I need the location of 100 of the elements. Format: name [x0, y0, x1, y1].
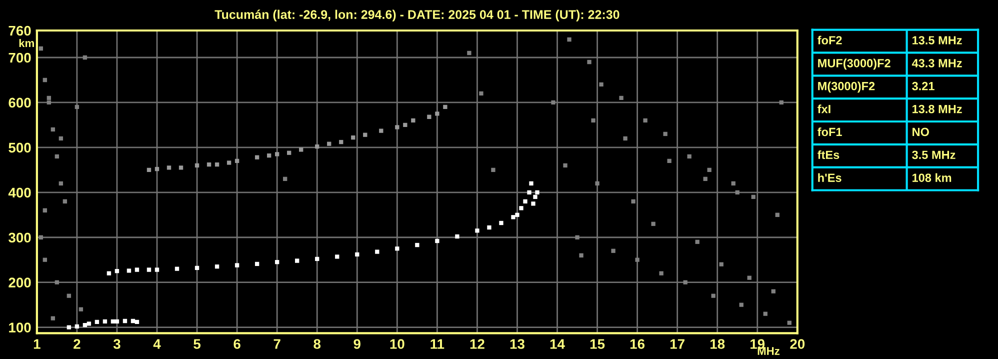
- point: [623, 136, 628, 141]
- x-tick-label: 8: [314, 339, 321, 349]
- point: [58, 181, 64, 186]
- text: M(3000)F2: [818, 82, 875, 93]
- point: [529, 181, 534, 186]
- text: MUF(3000)F2: [818, 58, 890, 70]
- x-tick-label: 5: [194, 339, 200, 349]
- point: [122, 318, 128, 324]
- point: [66, 325, 72, 330]
- text: h'Es: [818, 173, 842, 182]
- x-tick-label: 17: [670, 339, 684, 349]
- point: [643, 118, 648, 123]
- point: [719, 262, 724, 266]
- y-tick-label: 700: [8, 52, 31, 63]
- point: [591, 118, 596, 123]
- point: [427, 114, 432, 119]
- point: [62, 199, 68, 204]
- x-tick-label: 20: [790, 339, 805, 349]
- point: [254, 155, 260, 160]
- text: ftEs: [818, 150, 840, 160]
- x-tick-label: 13: [510, 339, 524, 349]
- point: [54, 280, 60, 284]
- point: [283, 176, 288, 181]
- point: [126, 268, 132, 273]
- point: [42, 208, 48, 212]
- point: [411, 118, 416, 123]
- point: [42, 258, 48, 262]
- x-tick-label: 15: [590, 339, 605, 349]
- x-tick-label: 6: [234, 339, 240, 349]
- point: [611, 248, 616, 253]
- point: [659, 271, 664, 276]
- point: [114, 319, 120, 324]
- point: [194, 266, 200, 270]
- point: [363, 132, 368, 137]
- point: [455, 234, 460, 239]
- point: [499, 220, 504, 226]
- point: [403, 122, 408, 128]
- point: [491, 168, 496, 172]
- point: [695, 240, 700, 244]
- point: [82, 322, 88, 328]
- point: [66, 294, 72, 298]
- point: [575, 235, 580, 240]
- point: [234, 263, 240, 268]
- point: [747, 276, 752, 280]
- point: [351, 135, 356, 140]
- point: [487, 225, 492, 230]
- point: [779, 100, 784, 105]
- point: [599, 82, 604, 87]
- point: [707, 168, 712, 172]
- x-tick-label: 12: [470, 339, 484, 349]
- point: [315, 256, 320, 262]
- point: [619, 96, 624, 100]
- point: [443, 104, 448, 110]
- point: [206, 162, 212, 167]
- point: [274, 260, 280, 264]
- point: [146, 168, 152, 172]
- y-tick-label: 100: [9, 322, 31, 332]
- point: [266, 153, 272, 158]
- text: 3.5 MHz: [912, 150, 956, 160]
- point: [54, 154, 60, 159]
- point: [739, 302, 744, 307]
- x-tick-label: 2: [74, 339, 80, 349]
- point: [174, 266, 180, 271]
- y-tick-label: 760: [8, 26, 31, 36]
- point: [146, 268, 152, 272]
- point: [531, 202, 536, 206]
- point: [226, 160, 232, 165]
- point: [299, 148, 304, 152]
- point: [435, 112, 440, 116]
- point: [763, 312, 768, 316]
- point: [130, 318, 136, 324]
- point: [46, 96, 52, 100]
- y-tick-label: 400: [8, 188, 31, 198]
- point: [327, 142, 332, 146]
- x-tick-label: 19: [750, 339, 765, 349]
- point: [166, 166, 172, 170]
- x-tick-label: 11: [430, 339, 444, 349]
- point: [78, 307, 84, 312]
- point: [58, 136, 64, 141]
- point: [751, 194, 756, 199]
- point: [254, 262, 260, 266]
- y-tick-label: 200: [8, 278, 31, 288]
- text: foF1: [818, 127, 842, 136]
- point: [339, 140, 344, 144]
- point: [295, 258, 300, 263]
- x-tick-label: 16: [630, 339, 645, 349]
- point: [82, 55, 88, 60]
- point: [274, 152, 280, 156]
- point: [38, 46, 44, 51]
- point: [711, 294, 716, 298]
- point: [375, 250, 380, 254]
- point: [214, 162, 220, 167]
- point: [523, 199, 528, 204]
- x-axis-title: MHz: [758, 347, 780, 355]
- point: [467, 50, 472, 56]
- point: [533, 194, 538, 199]
- point: [355, 252, 360, 257]
- point: [287, 150, 292, 155]
- point: [563, 163, 568, 168]
- point: [38, 235, 44, 240]
